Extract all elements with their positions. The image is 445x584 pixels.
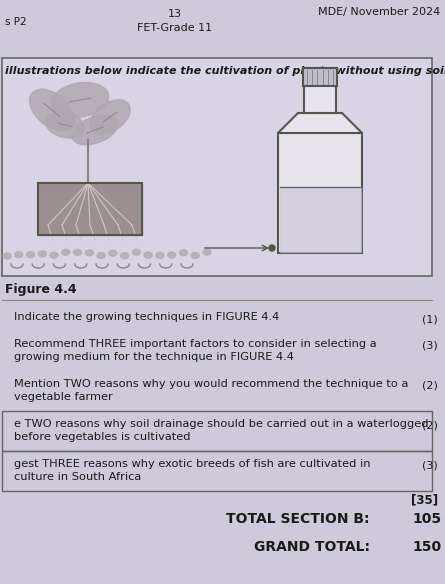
Text: (3): (3) xyxy=(422,461,438,471)
Ellipse shape xyxy=(3,251,11,257)
Bar xyxy=(2,451,432,491)
Bar xyxy=(279,187,360,252)
Bar xyxy=(278,133,362,253)
Ellipse shape xyxy=(133,250,141,256)
Ellipse shape xyxy=(109,252,117,258)
Text: before vegetables is cultivated: before vegetables is cultivated xyxy=(14,432,190,442)
Bar xyxy=(38,183,142,235)
Text: (2): (2) xyxy=(422,421,438,431)
Ellipse shape xyxy=(45,112,85,138)
Ellipse shape xyxy=(269,245,275,251)
Ellipse shape xyxy=(144,251,152,256)
Ellipse shape xyxy=(50,250,58,256)
Text: Figure 4.4: Figure 4.4 xyxy=(5,283,77,296)
Text: growing medium for the technique in FIGURE 4.4: growing medium for the technique in FIGU… xyxy=(14,352,294,362)
Ellipse shape xyxy=(121,251,129,257)
Text: TOTAL SECTION B:: TOTAL SECTION B: xyxy=(227,512,370,526)
Text: (2): (2) xyxy=(422,381,438,391)
Text: Indicate the growing techniques in FIGURE 4.4: Indicate the growing techniques in FIGUR… xyxy=(14,312,279,322)
Text: GRAND TOTAL:: GRAND TOTAL: xyxy=(254,540,370,554)
Text: (1): (1) xyxy=(422,314,438,324)
Text: 150: 150 xyxy=(413,540,442,554)
Text: e TWO reasons why soil drainage should be carried out in a waterlogged: e TWO reasons why soil drainage should b… xyxy=(14,419,429,429)
Text: Recommend THREE important factors to consider in selecting a: Recommend THREE important factors to con… xyxy=(14,339,376,349)
Bar xyxy=(38,183,142,235)
Ellipse shape xyxy=(85,251,93,256)
Ellipse shape xyxy=(29,89,74,131)
Bar xyxy=(303,68,337,86)
Text: FET-Grade 11: FET-Grade 11 xyxy=(138,23,213,33)
Ellipse shape xyxy=(191,250,199,256)
Text: gest THREE reasons why exotic breeds of fish are cultivated in: gest THREE reasons why exotic breeds of … xyxy=(14,459,371,469)
Polygon shape xyxy=(278,113,362,133)
Bar xyxy=(304,80,336,113)
Ellipse shape xyxy=(72,115,118,145)
Bar xyxy=(2,411,432,451)
Text: illustrations below indicate the cultivation of plants without using soil: illustrations below indicate the cultiva… xyxy=(5,66,445,76)
Ellipse shape xyxy=(62,250,70,256)
Ellipse shape xyxy=(51,82,109,117)
Text: [35]: [35] xyxy=(411,493,438,506)
Text: culture in South Africa: culture in South Africa xyxy=(14,472,141,482)
Ellipse shape xyxy=(168,252,176,258)
Text: 105: 105 xyxy=(413,512,442,526)
Ellipse shape xyxy=(15,251,23,256)
Ellipse shape xyxy=(203,252,211,258)
Text: vegetable farmer: vegetable farmer xyxy=(14,392,113,402)
Text: (3): (3) xyxy=(422,341,438,351)
Ellipse shape xyxy=(156,250,164,256)
Ellipse shape xyxy=(27,252,35,259)
Text: MDE/ November 2024: MDE/ November 2024 xyxy=(318,7,440,17)
Ellipse shape xyxy=(97,252,105,258)
Ellipse shape xyxy=(38,253,46,259)
Text: Mention TWO reasons why you would recommend the technique to a: Mention TWO reasons why you would recomm… xyxy=(14,379,409,389)
Text: 13: 13 xyxy=(168,9,182,19)
Text: s P2: s P2 xyxy=(5,17,27,27)
Ellipse shape xyxy=(179,251,187,256)
Ellipse shape xyxy=(90,100,130,134)
Bar xyxy=(2,58,432,276)
Ellipse shape xyxy=(73,250,81,256)
